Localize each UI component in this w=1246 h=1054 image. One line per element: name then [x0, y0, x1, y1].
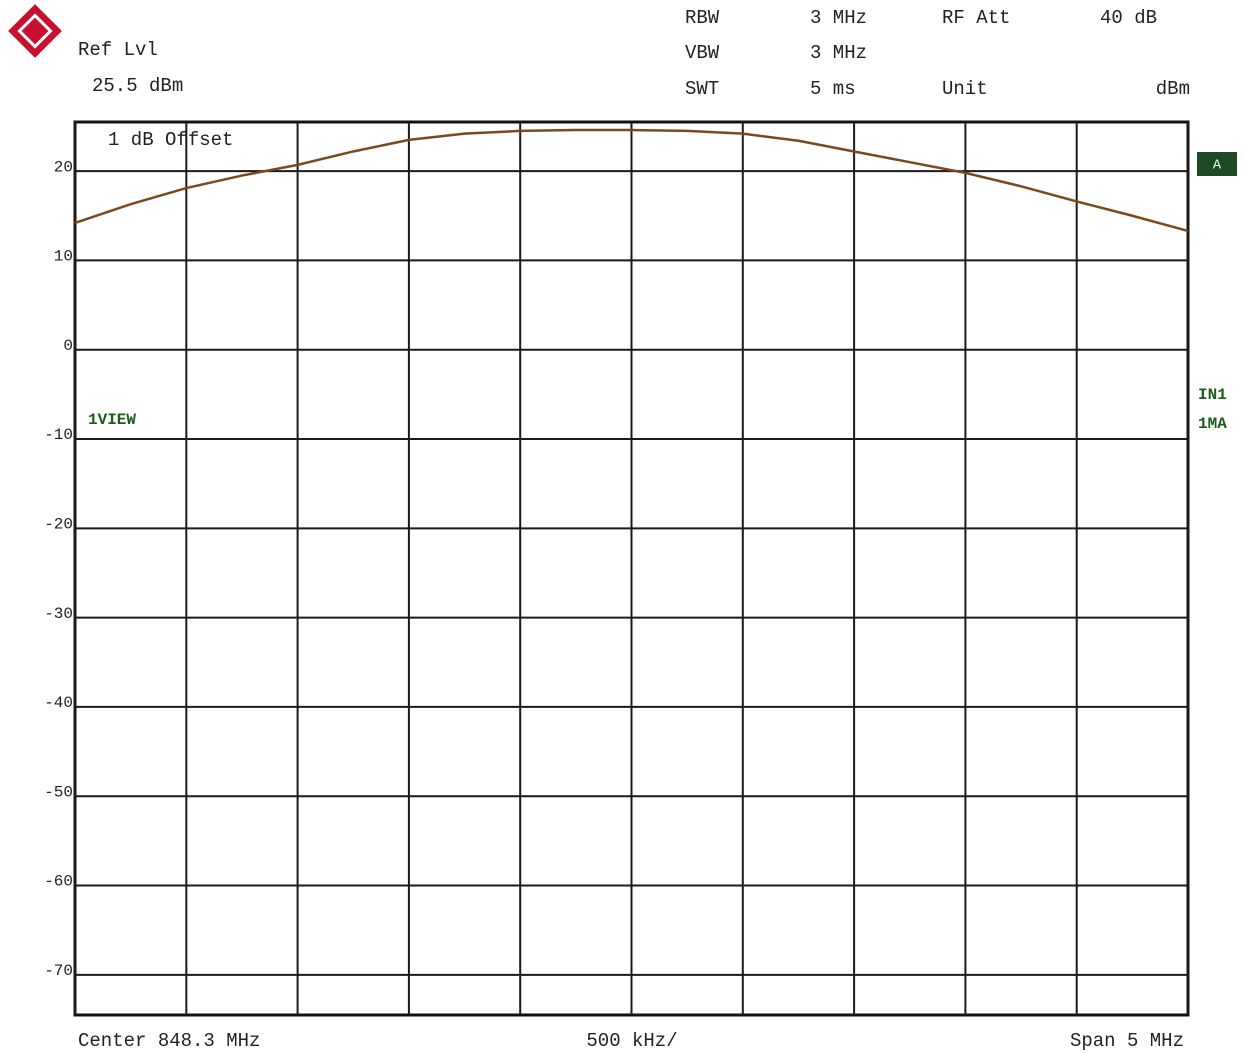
- y-tick-label: -60: [44, 873, 73, 891]
- setting-value: 5 ms: [810, 78, 856, 100]
- side-label: 1MA: [1198, 415, 1227, 433]
- div-label: 500 kHz/: [586, 1030, 677, 1052]
- y-tick-label: -10: [44, 426, 73, 444]
- ref-level-label: Ref Lvl: [78, 39, 158, 61]
- offset-note: 1 dB Offset: [108, 129, 233, 151]
- setting-label: VBW: [685, 42, 720, 64]
- span-label: Span 5 MHz: [1070, 1030, 1184, 1052]
- y-tick-label: 0: [63, 337, 73, 355]
- y-tick-label: -70: [44, 962, 73, 980]
- trace-marker: A: [1213, 158, 1222, 174]
- setting-label: Unit: [942, 78, 988, 100]
- setting-value: 3 MHz: [810, 42, 867, 64]
- trace-marker-box: [1197, 152, 1237, 176]
- y-tick-label: -40: [44, 694, 73, 712]
- y-tick-label: 20: [54, 158, 73, 176]
- y-tick-label: -30: [44, 605, 73, 623]
- y-tick-label: -50: [44, 783, 73, 801]
- side-label: IN1: [1198, 386, 1227, 404]
- logo: [8, 4, 62, 58]
- setting-label: RBW: [685, 7, 720, 29]
- setting-value: 3 MHz: [810, 7, 867, 29]
- setting-label: SWT: [685, 78, 719, 100]
- y-tick-label: 10: [54, 248, 73, 266]
- ref-level: 25.5 dBm: [92, 75, 183, 97]
- trace: [74, 128, 1189, 233]
- setting-value: 40 dB: [1100, 7, 1157, 29]
- setting-label: RF Att: [942, 7, 1010, 29]
- view-label: 1VIEW: [88, 411, 136, 429]
- setting-value: dBm: [1156, 78, 1190, 100]
- y-tick-label: -20: [44, 516, 73, 534]
- center-label: Center 848.3 MHz: [78, 1030, 260, 1052]
